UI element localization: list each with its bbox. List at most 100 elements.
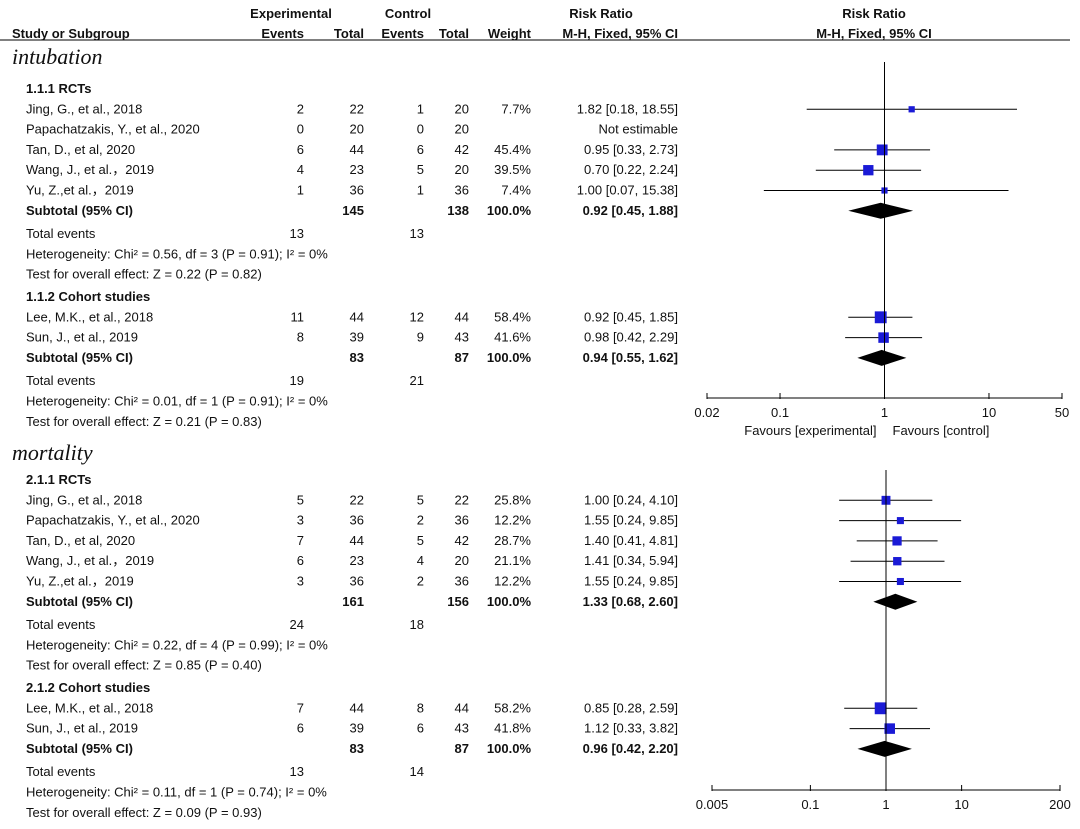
ctrl-events: 5 (417, 533, 424, 548)
group-label: 2.1.1 RCTs (26, 472, 92, 487)
ctrl-total: 20 (455, 122, 469, 137)
header-risk-ratio: Risk Ratio (569, 6, 633, 21)
heterogeneity-text: Heterogeneity: Chi² = 0.11, df = 1 (P = … (26, 785, 327, 800)
group-label: 1.1.1 RCTs (26, 81, 92, 96)
ctrl-events: 1 (417, 183, 424, 198)
exp-events: 8 (297, 330, 304, 345)
ctrl-total: 20 (455, 162, 469, 177)
ctrl-total: 43 (455, 721, 469, 736)
study-name: Lee, M.K., et al., 2018 (26, 700, 153, 715)
ctrl-total: 22 (455, 492, 469, 507)
header-exp-events: Events (261, 26, 304, 41)
study-marker (896, 517, 904, 525)
study-name: Sun, J., et al., 2019 (26, 721, 138, 736)
study-rr: 1.55 [0.24, 9.85] (584, 574, 678, 589)
exp-total: 36 (350, 574, 364, 589)
ctrl-total: 20 (455, 101, 469, 116)
panel-title: mortality (12, 440, 93, 465)
study-weight: 41.6% (494, 330, 531, 345)
subtotal-weight: 100.0% (487, 741, 532, 756)
exp-total: 36 (350, 513, 364, 528)
heterogeneity-text: Heterogeneity: Chi² = 0.56, df = 3 (P = … (26, 246, 328, 261)
study-rr: 1.41 [0.34, 5.94] (584, 553, 678, 568)
ctrl-events: 2 (417, 574, 424, 589)
study-rr: 1.55 [0.24, 9.85] (584, 513, 678, 528)
study-rr: 0.92 [0.45, 1.85] (584, 309, 678, 324)
study-marker (878, 332, 889, 343)
ctrl-events: 6 (417, 142, 424, 157)
x-tick-label: 0.1 (801, 797, 819, 812)
study-rr: 1.12 [0.33, 3.82] (584, 721, 678, 736)
study-weight: 58.2% (494, 700, 531, 715)
x-tick-label: 50 (1055, 405, 1069, 420)
study-rr: 0.95 [0.33, 2.73] (584, 142, 678, 157)
study-rr: 1.00 [0.07, 15.38] (577, 183, 678, 198)
study-rr: 1.82 [0.18, 18.55] (577, 101, 678, 116)
group-label: 1.1.2 Cohort studies (26, 289, 150, 304)
header-control: Control (385, 6, 431, 21)
total-events-ctrl: 21 (410, 373, 424, 388)
panel-title: intubation (12, 44, 102, 69)
study-marker (874, 311, 887, 324)
total-events-ctrl: 14 (410, 764, 424, 779)
subtotal-exp-total: 83 (350, 350, 364, 365)
study-weight: 39.5% (494, 162, 531, 177)
header-ctrl-total: Total (439, 26, 469, 41)
header-study-col: Study or Subgroup (12, 26, 130, 41)
exp-total: 44 (350, 533, 364, 548)
exp-events: 2 (297, 101, 304, 116)
subtotal-rr: 0.92 [0.45, 1.88] (583, 203, 678, 218)
total-events-label: Total events (26, 226, 96, 241)
ctrl-events: 2 (417, 513, 424, 528)
subtotal-ctrl-total: 87 (455, 741, 469, 756)
total-events-label: Total events (26, 764, 96, 779)
subtotal-weight: 100.0% (487, 203, 532, 218)
subtotal-weight: 100.0% (487, 350, 532, 365)
total-events-ctrl: 18 (410, 617, 424, 632)
total-events-exp: 13 (290, 764, 304, 779)
subtotal-diamond (873, 593, 918, 610)
subtotal-ctrl-total: 87 (455, 350, 469, 365)
study-weight: 12.2% (494, 513, 531, 528)
total-events-exp: 24 (290, 617, 304, 632)
study-weight: 7.7% (501, 101, 531, 116)
ctrl-total: 43 (455, 330, 469, 345)
subtotal-exp-total: 83 (350, 741, 364, 756)
subtotal-label: Subtotal (95% CI) (26, 350, 133, 365)
header-method-plot: M-H, Fixed, 95% CI (816, 26, 932, 41)
exp-total: 39 (350, 330, 364, 345)
exp-events: 0 (297, 122, 304, 137)
exp-events: 4 (297, 162, 304, 177)
study-marker (893, 557, 902, 566)
ctrl-events: 0 (417, 122, 424, 137)
total-events-label: Total events (26, 373, 96, 388)
ctrl-total: 36 (455, 183, 469, 198)
study-weight: 41.8% (494, 721, 531, 736)
ctrl-events: 5 (417, 492, 424, 507)
study-weight: 58.4% (494, 309, 531, 324)
overall-effect-text: Test for overall effect: Z = 0.85 (P = 0… (26, 658, 262, 673)
exp-events: 6 (297, 721, 304, 736)
study-rr: Not estimable (599, 122, 678, 137)
heterogeneity-text: Heterogeneity: Chi² = 0.01, df = 1 (P = … (26, 394, 328, 409)
header-exp-total: Total (334, 26, 364, 41)
overall-effect-text: Test for overall effect: Z = 0.09 (P = 0… (26, 805, 262, 820)
total-events-exp: 13 (290, 226, 304, 241)
subtotal-label: Subtotal (95% CI) (26, 741, 133, 756)
study-rr: 0.85 [0.28, 2.59] (584, 700, 678, 715)
favours-left-label: Favours [experimental] (744, 423, 876, 438)
study-name: Jing, G., et al., 2018 (26, 101, 142, 116)
subtotal-rr: 0.96 [0.42, 2.20] (583, 741, 678, 756)
exp-total: 39 (350, 721, 364, 736)
total-events-ctrl: 13 (410, 226, 424, 241)
study-weight: 45.4% (494, 142, 531, 157)
exp-total: 22 (350, 101, 364, 116)
subtotal-diamond (848, 202, 914, 219)
subtotal-exp-total: 161 (342, 594, 364, 609)
heterogeneity-text: Heterogeneity: Chi² = 0.22, df = 4 (P = … (26, 637, 328, 652)
ctrl-events: 12 (410, 309, 424, 324)
x-tick-label: 0.1 (771, 405, 789, 420)
total-events-label: Total events (26, 617, 96, 632)
x-tick-label: 1 (881, 405, 888, 420)
study-weight: 21.1% (494, 553, 531, 568)
